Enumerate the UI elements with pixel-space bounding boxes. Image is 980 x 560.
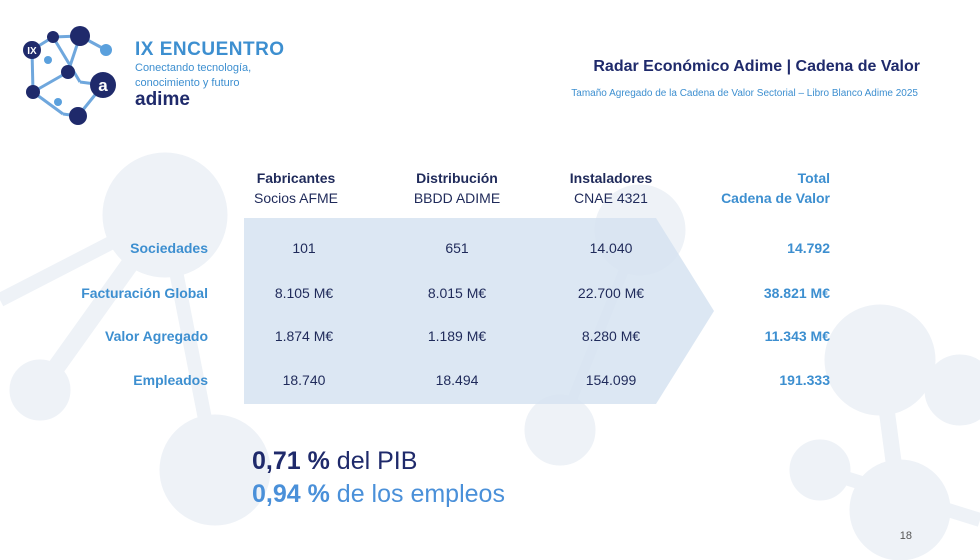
row-label-facturacion: Facturación Global <box>81 285 208 301</box>
column-header-total: Total Cadena de Valor <box>650 168 830 208</box>
table-cell: 651 <box>445 240 469 256</box>
empleos-text: de los empleos <box>329 480 505 508</box>
table-cell-total: 14.792 <box>787 240 830 256</box>
column-title: Total <box>797 170 830 186</box>
table-cell-total: 38.821 M€ <box>763 285 830 301</box>
column-title: Cadena de Valor <box>721 190 830 206</box>
column-source: Socios AFME <box>253 190 339 206</box>
table-cell: 1.874 M€ <box>274 328 334 344</box>
logo-badge-text: IX <box>27 46 37 57</box>
column-header-fabricantes: Fabricantes Socios AFME <box>216 168 376 208</box>
event-tagline-1: Conectando tecnología, <box>135 62 252 74</box>
empleos-value: 0,94 % <box>252 480 330 508</box>
column-title: Fabricantes <box>256 170 336 186</box>
highlight-pib: 0,71 % del PIB <box>252 447 417 476</box>
table-cell-total: 191.333 <box>779 372 830 388</box>
highlight-empleos: 0,94 % de los empleos <box>252 480 505 509</box>
table-cell: 18.494 <box>435 372 479 388</box>
table-cell: 18.740 <box>282 372 326 388</box>
logo-letter: a <box>98 76 108 95</box>
event-title: IX ENCUENTRO <box>135 39 285 60</box>
logo-text-block: IX ENCUENTRO Conectando tecnología, cono… <box>135 40 285 109</box>
table-cell: 8.280 M€ <box>581 328 641 344</box>
brand-name: adime <box>135 89 190 110</box>
column-title: Distribución <box>416 170 498 186</box>
pib-value: 0,71 % <box>252 447 330 475</box>
value-chain-arrow-band <box>244 218 714 404</box>
table-cell: 154.099 <box>585 372 637 388</box>
event-tagline-2: conocimiento y futuro <box>135 77 240 89</box>
column-title: Instaladores <box>569 170 653 186</box>
row-label-empleados: Empleados <box>133 372 208 388</box>
table-cell: 14.040 <box>589 240 633 256</box>
row-label-valor-agregado: Valor Agregado <box>105 328 208 344</box>
table-cell: 22.700 M€ <box>577 285 645 301</box>
slide-title: Radar Económico Adime | Cadena de Valor <box>593 58 920 75</box>
column-header-instaladores: Instaladores CNAE 4321 <box>531 168 691 208</box>
pib-text: del PIB <box>329 447 418 475</box>
page-number: 18 <box>899 530 912 542</box>
column-header-distribucion: Distribución BBDD ADIME <box>377 168 537 208</box>
table-cell-total: 11.343 M€ <box>764 328 830 344</box>
column-source: CNAE 4321 <box>574 190 648 206</box>
adime-logo: IX a <box>23 26 116 125</box>
table-cell: 1.189 M€ <box>427 328 487 344</box>
column-source: BBDD ADIME <box>413 190 501 206</box>
table-cell: 101 <box>292 240 316 256</box>
table-cell: 8.015 M€ <box>427 285 487 301</box>
table-cell: 8.105 M€ <box>274 285 334 301</box>
slide-subtitle: Tamaño Agregado de la Cadena de Valor Se… <box>571 88 918 99</box>
row-label-sociedades: Sociedades <box>130 240 208 256</box>
